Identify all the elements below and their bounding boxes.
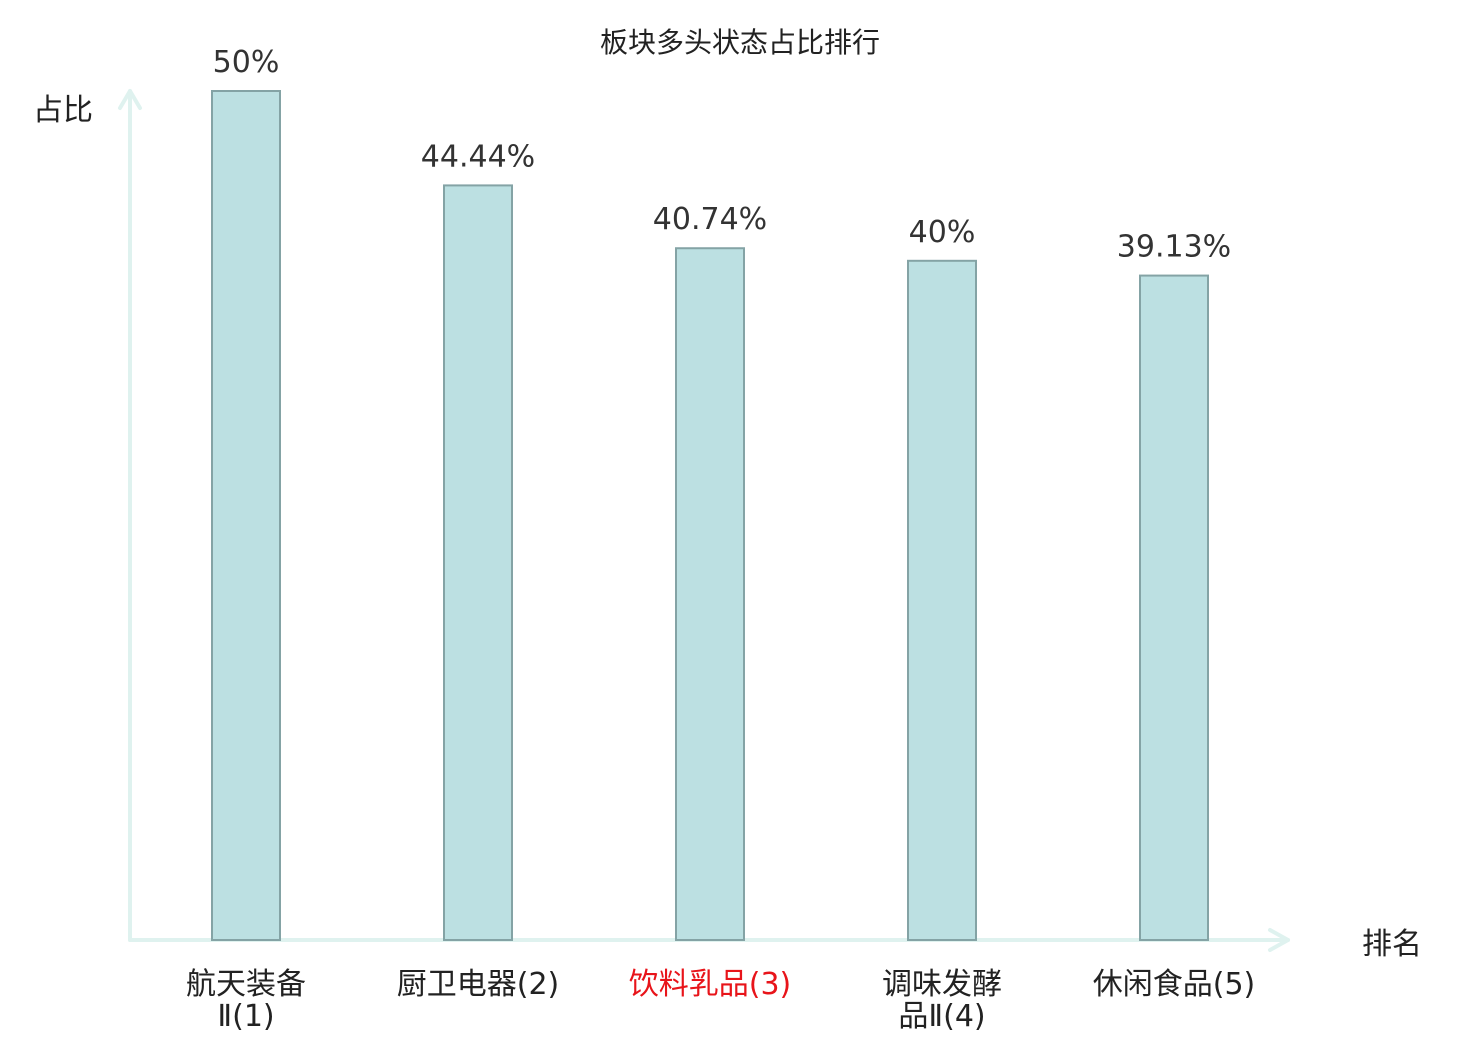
category-label: 调味发酵品Ⅱ(4) xyxy=(882,967,1002,1034)
category-label: 厨卫电器(2) xyxy=(397,967,560,1002)
value-label: 40% xyxy=(909,215,976,250)
bar xyxy=(675,247,745,941)
y-axis-arrow-icon xyxy=(118,89,142,110)
x-axis-arrow-icon xyxy=(1268,928,1290,952)
bar xyxy=(907,259,977,941)
category-label-line: Ⅱ(1) xyxy=(217,999,274,1034)
bar xyxy=(443,184,513,941)
category-label: 休闲食品(5) xyxy=(1093,967,1256,1002)
category-label: 航天装备 Ⅱ(1) xyxy=(186,967,306,1034)
chart-title: 板块多头状态占比排行 xyxy=(600,26,880,59)
category-label-line: 休闲食品(5) xyxy=(1093,967,1256,1002)
value-label: 40.74% xyxy=(653,202,767,237)
value-label: 39.13% xyxy=(1117,230,1231,265)
value-label: 50% xyxy=(213,45,280,80)
category-label-line: 厨卫电器(2) xyxy=(397,967,560,1002)
bars-layer xyxy=(211,90,1209,942)
category-label-line: 品Ⅱ(4) xyxy=(898,999,985,1034)
y-axis-label: 占比 xyxy=(33,93,93,128)
bar xyxy=(1139,274,1209,942)
category-label-line: 饮料乳品(3) xyxy=(629,967,792,1002)
category-label-line: 调味发酵 xyxy=(882,967,1002,1002)
bar xyxy=(211,90,281,941)
x-axis-label: 排名 xyxy=(1362,927,1422,962)
category-labels-layer: 航天装备 Ⅱ(1) 厨卫电器(2) 饮料乳品(3) 调味发酵品Ⅱ(4) 休闲食品(5) xyxy=(186,967,1255,1034)
value-labels-layer: 50% 44.44% 40.74% 40% 39.13% xyxy=(213,45,1232,265)
category-label-line: 航天装备 xyxy=(186,967,306,1002)
value-label: 44.44% xyxy=(421,139,535,174)
category-label: 饮料乳品(3) xyxy=(629,967,792,1002)
